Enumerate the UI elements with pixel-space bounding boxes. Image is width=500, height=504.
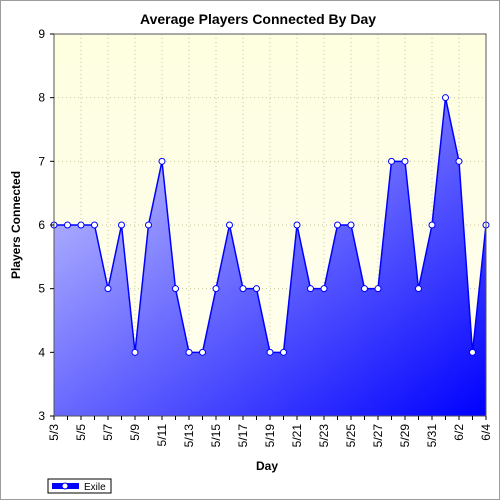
data-point	[77, 221, 85, 229]
y-tick-label: 7	[38, 154, 45, 168]
data-point	[388, 157, 395, 165]
data-point	[334, 221, 341, 229]
y-tick-label: 9	[38, 27, 45, 41]
data-point	[172, 285, 179, 293]
data-point	[185, 348, 193, 356]
data-point	[104, 285, 112, 293]
y-axis: 3 4 5 6 7 8 9	[38, 27, 54, 423]
data-point	[293, 221, 301, 229]
data-point	[199, 348, 206, 356]
data-point	[374, 285, 382, 293]
data-point	[131, 348, 139, 356]
y-tick-label: 8	[38, 91, 45, 105]
data-point	[415, 285, 422, 293]
data-point	[226, 221, 233, 229]
data-point	[158, 157, 166, 165]
x-tick-label: 5/23	[317, 424, 331, 448]
x-tick-label: 5/7	[101, 424, 115, 441]
x-tick-label: 5/9	[128, 424, 142, 441]
legend-box	[47, 478, 112, 494]
data-point	[239, 285, 247, 293]
data-point	[118, 221, 125, 229]
series-area	[54, 97, 486, 417]
x-tick-label: 5/29	[398, 424, 412, 448]
x-axis: 5/3 5/5 5/7 5/9 5/11 5/13 5/15 5/17 5/19 5/21 5/23…	[47, 416, 493, 447]
y-tick-label: 3	[38, 409, 45, 423]
x-tick-label: 5/21	[290, 424, 304, 448]
x-axis-title: Day	[256, 459, 278, 473]
data-point	[320, 285, 328, 293]
data-point	[212, 285, 220, 293]
data-point	[401, 157, 409, 165]
data-point	[91, 221, 98, 229]
data-point	[253, 285, 260, 293]
y-tick-label: 5	[38, 282, 45, 296]
x-tick-label: 5/15	[209, 424, 223, 448]
x-tick-label: 5/27	[371, 424, 385, 448]
data-point	[266, 348, 274, 356]
data-point	[145, 221, 152, 229]
data-point	[307, 285, 314, 293]
y-tick-label: 4	[38, 345, 45, 359]
data-point	[442, 94, 449, 102]
data-point	[64, 221, 71, 229]
x-tick-label: 5/17	[236, 424, 250, 448]
x-tick-label: 5/5	[74, 424, 88, 441]
x-tick-label: 5/25	[344, 424, 358, 448]
y-tick-label: 6	[38, 218, 45, 232]
x-tick-label: 6/4	[479, 424, 493, 441]
chart-title: Average Players Connected By Day	[140, 11, 376, 27]
data-point	[280, 348, 287, 356]
y-axis-title: Players Connected	[9, 171, 23, 279]
x-tick-label: 5/3	[47, 424, 61, 441]
x-tick-label: 5/11	[155, 424, 169, 447]
data-point	[361, 285, 368, 293]
x-tick-label: 6/2	[452, 424, 466, 441]
legend-marker-icon	[61, 482, 69, 490]
x-tick-label: 5/19	[263, 424, 277, 448]
data-point	[455, 157, 463, 165]
x-tick-label: 5/13	[182, 424, 196, 448]
data-point	[469, 348, 476, 356]
data-point	[347, 221, 355, 229]
data-point	[428, 221, 436, 229]
legend: Exile	[47, 478, 112, 494]
x-tick-label: 5/31	[425, 424, 439, 448]
legend-label: Exile	[84, 482, 106, 493]
